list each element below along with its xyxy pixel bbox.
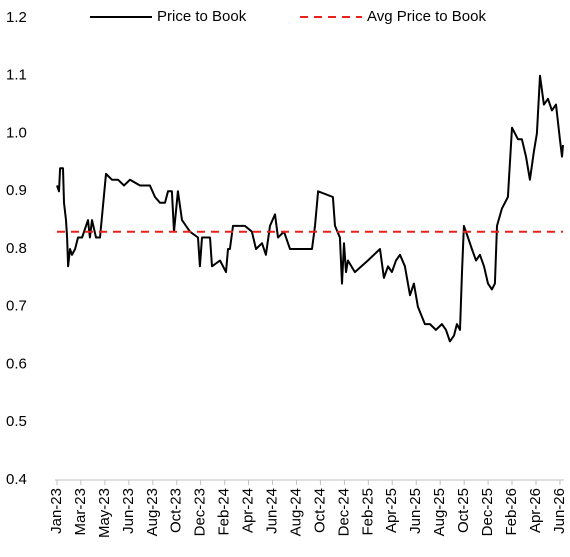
legend-label: Avg Price to Book	[367, 8, 486, 25]
x-tick-label: Feb-24	[216, 488, 233, 536]
series-line	[56, 74, 564, 343]
legend-label: Price to Book	[157, 8, 247, 25]
x-tick-label: Jun-24	[263, 488, 280, 534]
y-tick-label: 0.7	[6, 298, 27, 315]
y-tick-label: 1.0	[6, 124, 27, 141]
x-tick-label: Oct-24	[311, 488, 328, 533]
x-tick-label: Feb-26	[503, 488, 520, 536]
y-tick-label: 0.6	[6, 355, 27, 372]
x-tick-label: May-23	[96, 488, 113, 538]
y-tick-label: 0.4	[6, 471, 27, 488]
y-tick-label: 1.1	[6, 67, 27, 84]
x-tick-label: Mar-23	[72, 488, 89, 536]
x-tick-label: Dec-25	[479, 488, 496, 536]
y-tick-label: 0.5	[6, 413, 27, 430]
x-tick-label: Apr-25	[383, 488, 400, 533]
x-tick-label: Aug-25	[431, 488, 448, 536]
x-tick-label: Jun-23	[120, 488, 137, 534]
x-tick-label: Feb-25	[359, 488, 376, 536]
y-tick-label: 0.8	[6, 240, 27, 257]
x-tick-label: Jan-23	[48, 488, 65, 534]
x-tick-label: Aug-24	[287, 488, 304, 536]
x-tick-label: Dec-23	[192, 488, 209, 536]
x-tick-label: Apr-24	[240, 488, 257, 533]
x-tick-label: Dec-24	[335, 488, 352, 536]
x-tick-label: Aug-23	[144, 488, 161, 536]
y-tick-label: 0.9	[6, 182, 27, 199]
x-tick-label: Oct-23	[168, 488, 185, 533]
x-tick-label: Jun-25	[407, 488, 424, 534]
x-tick-label: Apr-26	[527, 488, 544, 533]
x-tick-label: Oct-25	[455, 488, 472, 533]
x-tick-label: Jun-26	[551, 488, 568, 534]
y-tick-label: 1.2	[6, 9, 27, 26]
